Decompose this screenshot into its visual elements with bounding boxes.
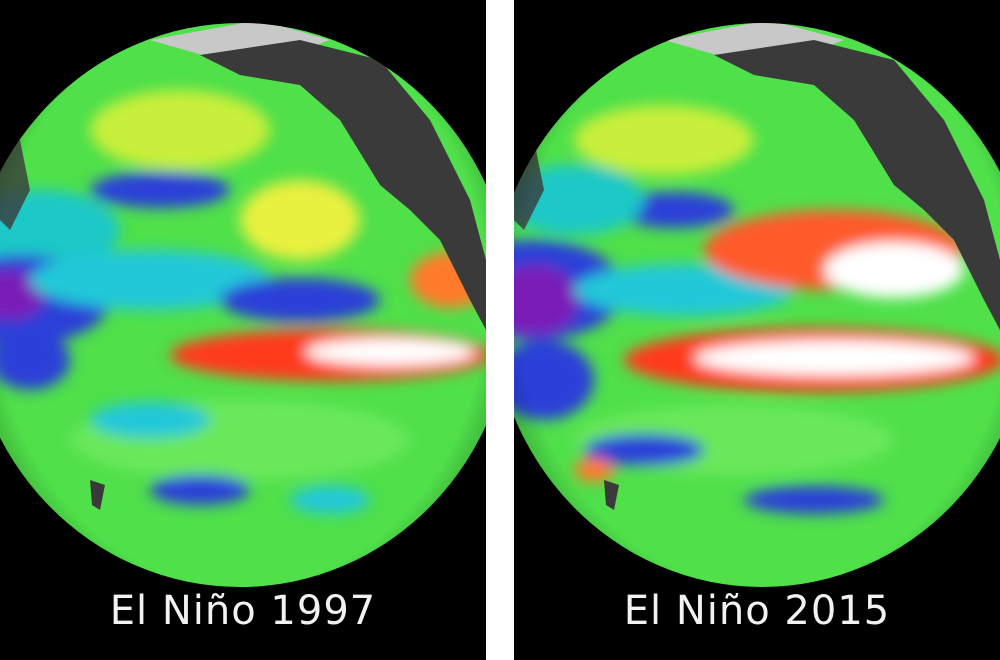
panel-divider — [486, 0, 514, 660]
sea-level-map-1997 — [0, 23, 486, 587]
globe-panel-1997: El Niño 1997 — [0, 0, 486, 660]
map-caption-2015: El Niño 2015 — [623, 588, 891, 634]
map-caption-1997: El Niño 1997 — [109, 588, 377, 634]
globe-panel-2015: El Niño 2015 — [514, 0, 1000, 660]
sea-level-map-2015 — [514, 23, 1000, 587]
